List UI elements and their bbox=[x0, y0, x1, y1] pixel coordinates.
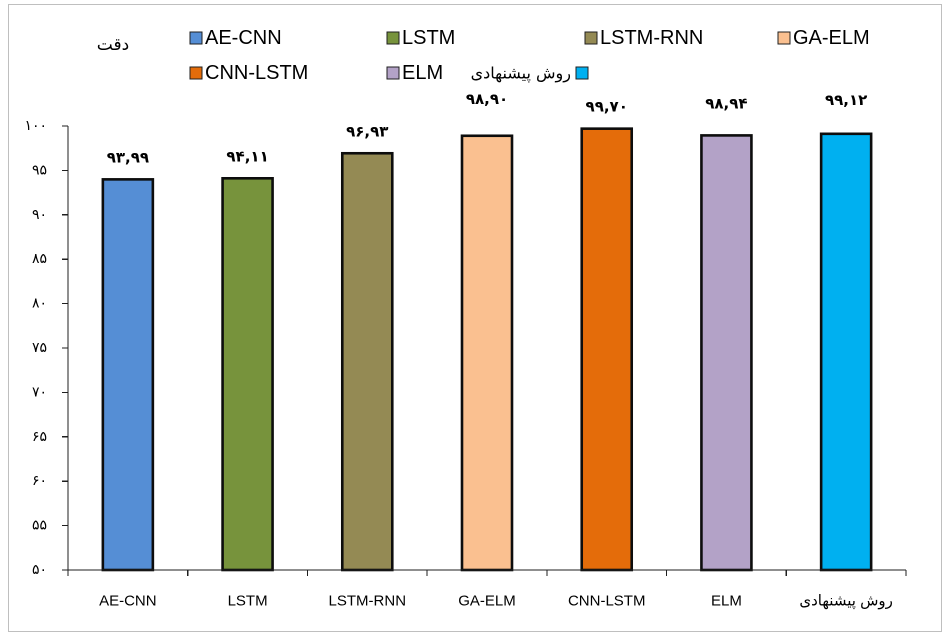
data-label-lstm: ۹۴,۱۱ bbox=[226, 147, 268, 165]
bar-lstm bbox=[221, 177, 274, 572]
x-label-lstm: LSTM bbox=[228, 593, 268, 610]
y-tick-label: ۷۰ bbox=[32, 384, 47, 400]
bar-lstm-rnn bbox=[340, 151, 394, 572]
x-label-ae-cnn: AE-CNN bbox=[99, 593, 157, 610]
legend-label-elm: ELM bbox=[402, 62, 443, 84]
legend-label-ga-elm: GA-ELM bbox=[793, 27, 870, 49]
data-label-lstm-rnn: ۹۶,۹۳ bbox=[346, 122, 388, 140]
legend: AE-CNN LSTM LSTM-RNN GA-ELM CNN-LSTM ELM… bbox=[189, 27, 870, 84]
legend-swatch-proposed-method bbox=[575, 66, 589, 80]
y-axis-title: دقت bbox=[97, 35, 129, 55]
y-tick-label: ۹۵ bbox=[32, 162, 47, 178]
x-label-cnn-lstm: CNN-LSTM bbox=[568, 593, 646, 610]
bar-elm bbox=[700, 134, 753, 572]
x-axis-category-labels: AE-CNN LSTM LSTM-RNN GA-ELM CNN-LSTM ELM روش پ… bbox=[99, 593, 893, 611]
y-tick-label: ۸۰ bbox=[32, 296, 47, 312]
legend-swatch-ga-elm bbox=[777, 31, 791, 45]
y-tick-label: ۸۵ bbox=[32, 251, 47, 267]
legend-label-lstm: LSTM bbox=[402, 27, 455, 49]
bar-cnn-lstm bbox=[580, 127, 634, 572]
legend-item-ae-cnn: AE-CNN bbox=[189, 27, 282, 49]
data-label-ae-cnn: ۹۳,۹۹ bbox=[107, 148, 149, 166]
y-tick-label: ۵۰ bbox=[32, 562, 47, 578]
bar-ga-elm bbox=[460, 134, 514, 572]
legend-swatch-lstm bbox=[386, 31, 400, 45]
legend-label-cnn-lstm: CNN-LSTM bbox=[205, 62, 308, 84]
y-tick-label: ۱۰۰ bbox=[24, 118, 47, 134]
legend-swatch-cnn-lstm bbox=[189, 66, 203, 80]
x-label-ga-elm: GA-ELM bbox=[458, 593, 516, 610]
axes bbox=[67, 126, 907, 576]
legend-item-lstm-rnn: LSTM-RNN bbox=[584, 27, 703, 49]
legend-swatch-ae-cnn bbox=[189, 31, 203, 45]
y-tick-label: ۶۰ bbox=[32, 473, 47, 489]
legend-item-cnn-lstm: CNN-LSTM bbox=[189, 62, 308, 84]
bar-ae-cnn bbox=[101, 178, 155, 572]
bar-proposed-method bbox=[819, 132, 873, 572]
legend-label-proposed-method: روش پیشنهادی bbox=[471, 64, 571, 84]
legend-item-lstm: LSTM bbox=[386, 27, 455, 49]
legend-swatch-elm bbox=[386, 66, 400, 80]
legend-label-lstm-rnn: LSTM-RNN bbox=[600, 27, 703, 49]
data-label-proposed-method: ۹۹,۱۲ bbox=[825, 91, 867, 109]
x-label-elm: ELM bbox=[711, 593, 742, 610]
legend-item-elm: ELM bbox=[386, 62, 443, 84]
data-label-ga-elm: ۹۸,۹۰ bbox=[466, 90, 508, 108]
x-label-proposed-method: روش پیشنهادی bbox=[799, 593, 892, 611]
y-tick-label: ۵۵ bbox=[32, 518, 47, 534]
legend-swatch-lstm-rnn bbox=[584, 31, 598, 45]
x-label-lstm-rnn: LSTM-RNN bbox=[329, 593, 407, 610]
y-tick-label: ۷۵ bbox=[32, 340, 47, 356]
data-labels: ۹۳,۹۹ ۹۴,۱۱ ۹۶,۹۳ ۹۸,۹۰ ۹۹,۷۰ ۹۸,۹۴ ۹۹,۱۲ bbox=[107, 90, 868, 167]
y-tick-label: ۶۵ bbox=[32, 429, 47, 445]
data-label-cnn-lstm: ۹۹,۷۰ bbox=[586, 98, 628, 116]
legend-item-proposed-method: روش پیشنهادی bbox=[471, 64, 589, 84]
legend-item-ga-elm: GA-ELM bbox=[777, 27, 870, 49]
legend-label-ae-cnn: AE-CNN bbox=[205, 27, 282, 49]
y-axis-ticks: ۵۰ ۵۵ ۶۰ ۶۵ ۷۰ ۷۵ ۸۰ ۸۵ ۹۰ ۹۵ ۱۰۰ bbox=[24, 118, 68, 578]
data-label-elm: ۹۸,۹۴ bbox=[705, 94, 747, 112]
y-tick-label: ۹۰ bbox=[32, 207, 47, 223]
